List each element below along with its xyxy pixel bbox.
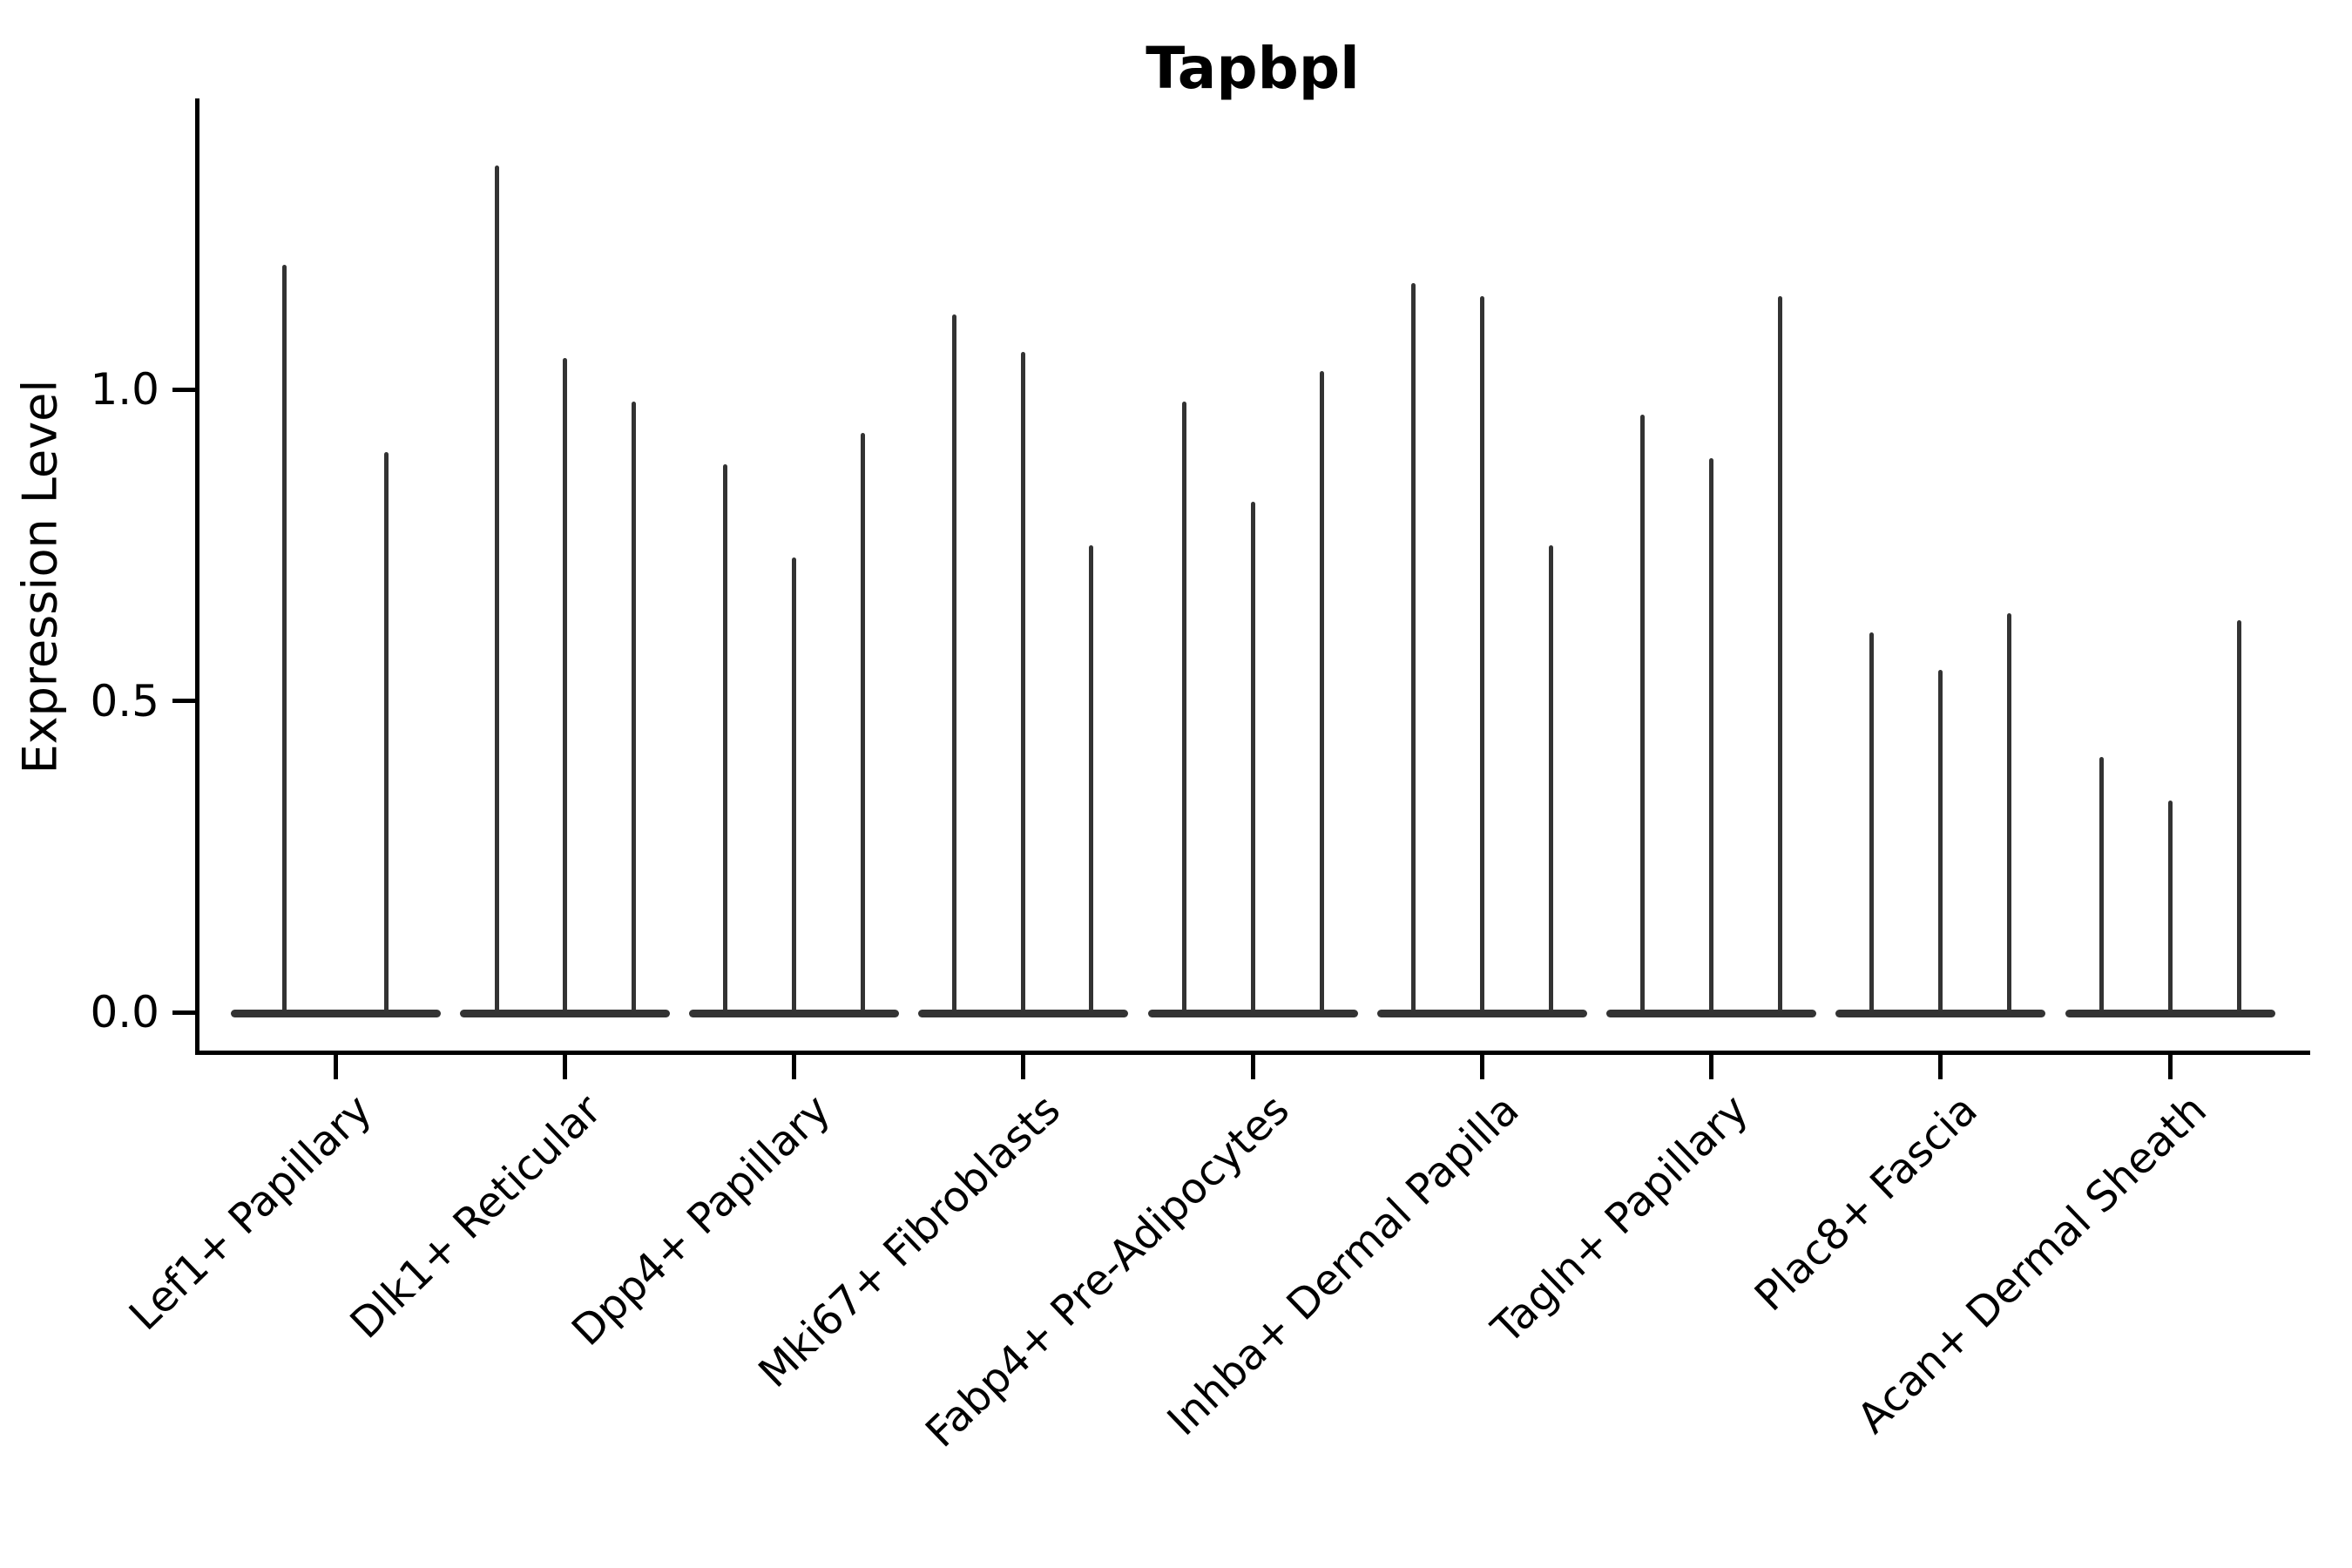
violin-spike — [723, 463, 727, 1017]
violin-spike — [1021, 352, 1026, 1017]
x-tick-mark — [792, 1055, 796, 1079]
violin-spike — [281, 265, 287, 1017]
x-tick-mark — [2167, 1055, 2173, 1079]
violin-spike — [1479, 295, 1484, 1017]
violin-spike — [952, 314, 957, 1017]
x-tick-mark — [333, 1055, 338, 1079]
violin-spike — [1938, 669, 1943, 1017]
x-tick-mark — [1250, 1055, 1255, 1079]
violin-spike — [861, 433, 865, 1017]
violin-spike — [1089, 544, 1094, 1017]
violin-spike — [2167, 800, 2173, 1017]
x-tick-mark — [1479, 1055, 1484, 1079]
y-axis-spine — [195, 98, 199, 1055]
violin-spike — [1319, 370, 1324, 1017]
y-tick-label: 0.0 — [90, 987, 159, 1037]
x-tick-mark — [1709, 1055, 1713, 1079]
x-tick-label: Dlk1+ Reticular — [341, 1085, 612, 1348]
chart-title: Tapbpl — [1146, 35, 1360, 102]
x-tick-mark — [562, 1055, 567, 1079]
violin-spike — [2099, 756, 2104, 1017]
violin-spike — [562, 358, 567, 1017]
violin-spike — [1640, 414, 1645, 1017]
violin-spike — [1548, 544, 1553, 1017]
violin-spike — [1181, 402, 1186, 1017]
violin-spike — [1410, 283, 1416, 1017]
x-tick-label: Fabp4+ Pre-Adipocytes — [916, 1085, 1299, 1457]
violin-spike — [1709, 457, 1713, 1017]
violin-spike — [2236, 619, 2241, 1017]
violin-spike — [383, 451, 389, 1017]
violin-spike — [1778, 295, 1782, 1017]
violin-base — [230, 1009, 441, 1017]
x-tick-label: Lef1+ Papillary — [120, 1085, 382, 1341]
x-tick-label: Tagln+ Papillary — [1482, 1085, 1758, 1354]
violin-spike — [1869, 632, 1875, 1017]
y-tick-label: 0.5 — [90, 675, 159, 727]
x-tick-mark — [1021, 1055, 1026, 1079]
violin-spike — [631, 402, 636, 1017]
violin-spike — [494, 165, 499, 1017]
y-tick-mark — [172, 699, 195, 703]
violin-spike — [792, 558, 796, 1017]
x-tick-label: Plac8+ Fascia — [1745, 1085, 1987, 1321]
x-tick-mark — [1938, 1055, 1943, 1079]
y-tick-mark — [172, 387, 195, 392]
y-tick-mark — [172, 1010, 195, 1015]
y-tick-label: 1.0 — [90, 364, 159, 415]
violin-spike — [2007, 613, 2012, 1017]
violin-spike — [1250, 501, 1255, 1017]
x-axis-spine — [195, 1051, 2310, 1055]
